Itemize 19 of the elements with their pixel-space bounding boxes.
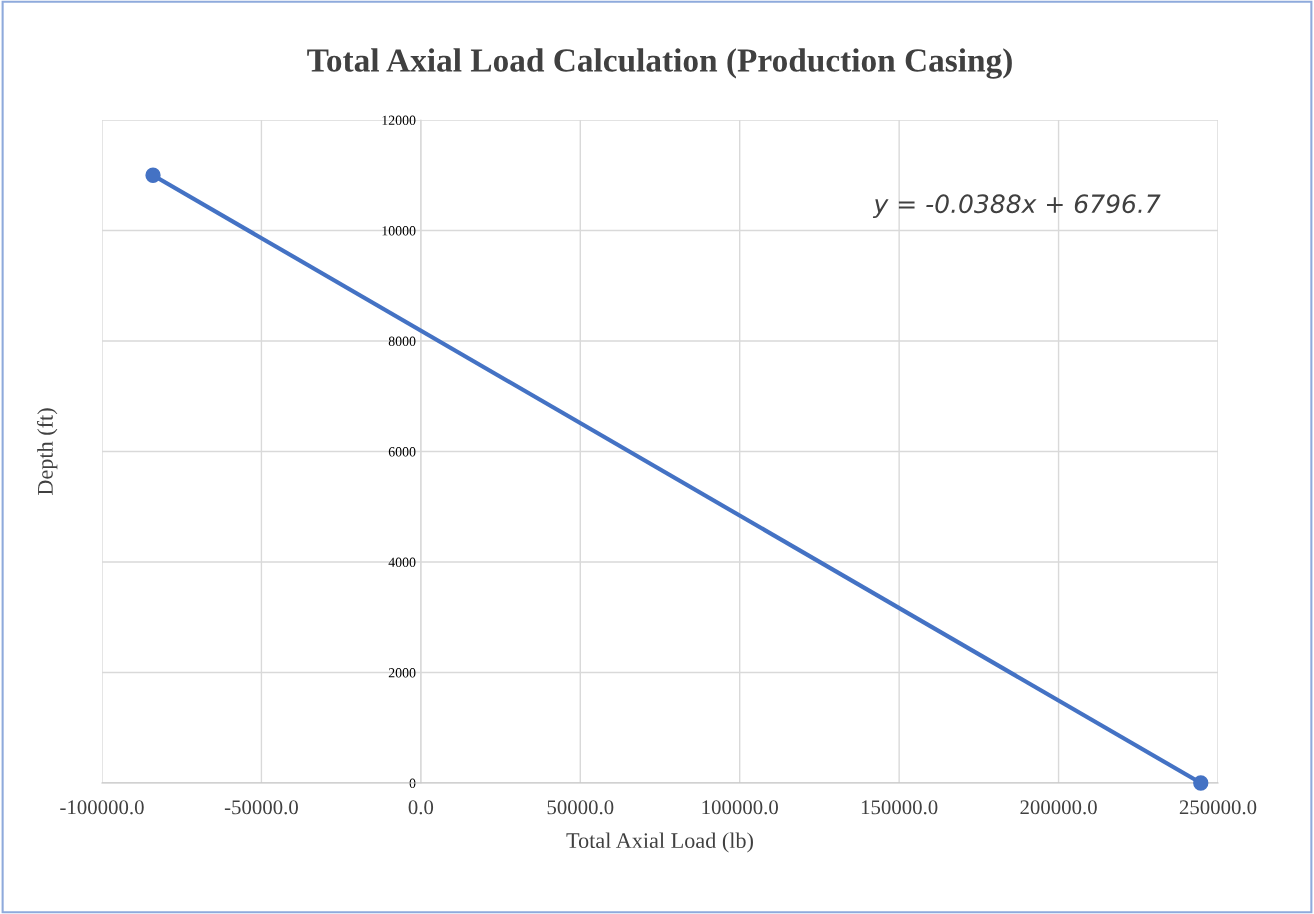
y-tick-label: 2000	[388, 668, 416, 678]
y-tick-label: 6000	[388, 447, 416, 457]
x-tick-label: 0.0	[408, 800, 434, 815]
annotation: y = -0.0388x + 6796.7	[872, 194, 1161, 219]
chart-title: Total Axial Load Calculation (Production Casing)	[307, 48, 1012, 79]
y-axis-title: Depth (ft)	[36, 408, 58, 495]
x-tick-label: 200000.0	[1020, 800, 1097, 815]
x-tick-label: -100000.0	[60, 800, 144, 815]
y-tick-label: 12000	[382, 115, 416, 125]
x-tick-label: -50000.0	[224, 800, 298, 815]
y-tick-label: 0	[409, 778, 416, 788]
y-tick-label: 8000	[388, 336, 416, 346]
y-tick-label: 10000	[382, 226, 416, 236]
x-tick-label: 150000.0	[861, 800, 938, 815]
x-tick-label: 50000.0	[547, 800, 614, 815]
x-tick-label: 250000.0	[1179, 800, 1257, 815]
x-tick-label: 100000.0	[702, 800, 778, 815]
x-axis-title: Total Axial Load (lb)	[566, 832, 753, 853]
y-tick-label: 4000	[388, 557, 416, 567]
